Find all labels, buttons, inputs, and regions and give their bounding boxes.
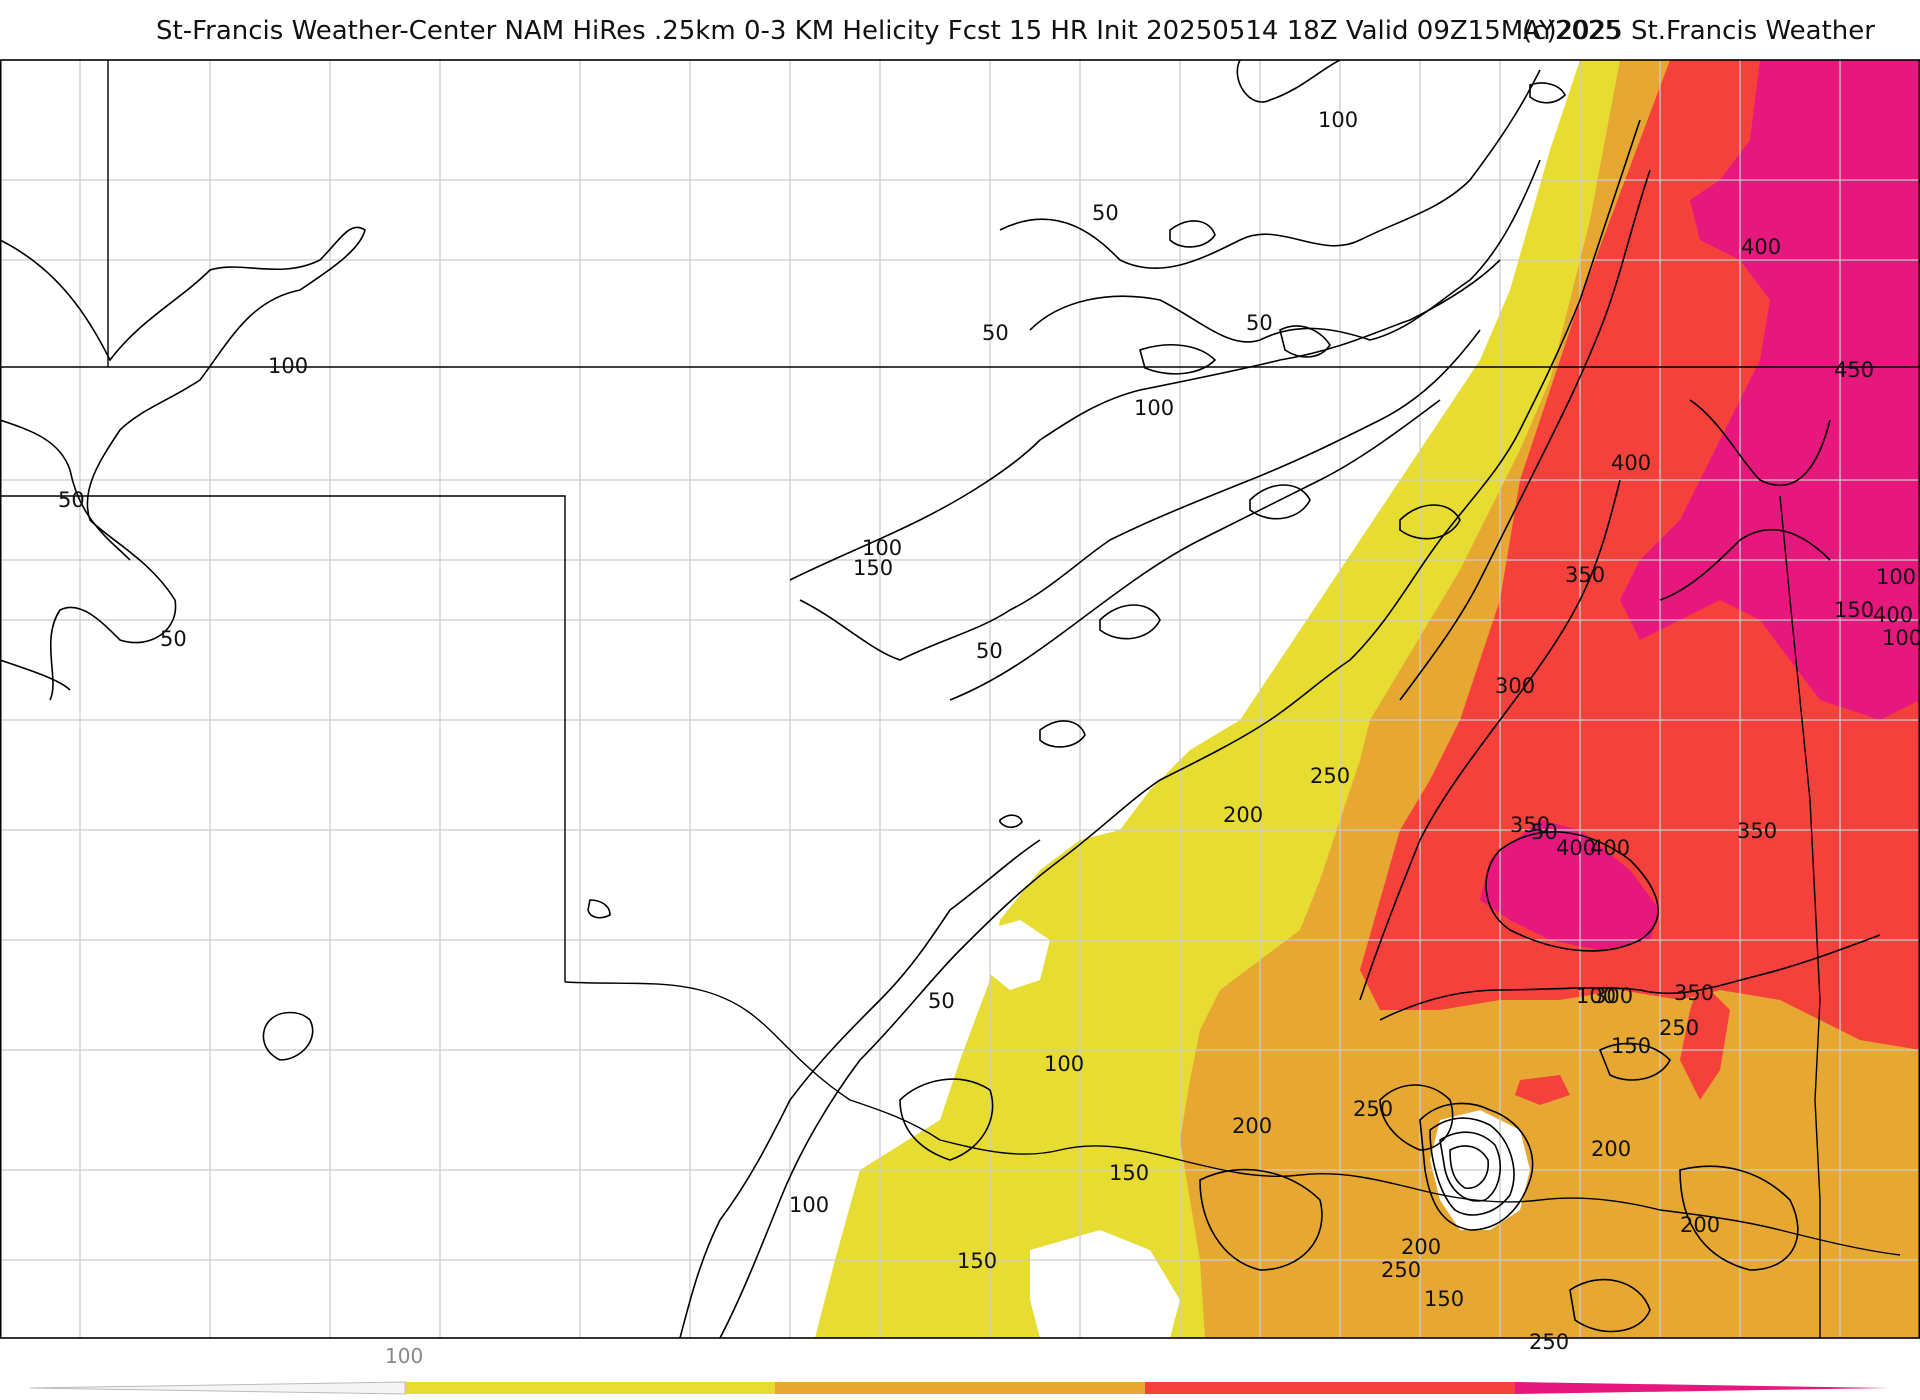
county-lines — [0, 60, 1920, 1338]
fill-low-south-wedge — [985, 920, 1050, 990]
contour-label: 250 — [1381, 1258, 1421, 1282]
contour-label: 100 — [1318, 108, 1358, 132]
contour-label: 450 — [1834, 358, 1874, 382]
contour-label: 50 — [1092, 201, 1119, 225]
contour-label: 300 — [1593, 984, 1633, 1008]
fill-400-plus-south — [1480, 820, 1660, 950]
contour-label: 100 — [1576, 984, 1616, 1008]
state-borders — [0, 60, 1920, 1338]
contour-label: 350 — [1737, 819, 1777, 843]
map-title: St-Francis Weather-Center NAM HiRes .25k… — [156, 16, 1622, 46]
contour-label: 100 — [789, 1193, 829, 1217]
contour-label: 100 — [268, 354, 308, 378]
contour-label: 150 — [1109, 1161, 1149, 1185]
fill-300-400-spot — [1515, 1075, 1570, 1105]
contour-label: 250 — [1529, 1330, 1569, 1354]
contour-label: 50 — [928, 989, 955, 1013]
colorbar-tick-label: 100 — [385, 1344, 423, 1368]
contour-label: 50 — [976, 639, 1003, 663]
contour-label: 200 — [1591, 1137, 1631, 1161]
contour-label: 400 — [1741, 235, 1781, 259]
fill-400-plus-north — [1620, 60, 1920, 720]
contour-label: 300 — [1495, 674, 1535, 698]
map-frame — [0, 59, 1920, 1339]
colorbar: 100 — [29, 1344, 1890, 1395]
colorbar-right-taper — [1515, 1382, 1890, 1394]
copyright-text: (c)2025 St.Francis Weather — [1522, 16, 1875, 46]
map-layers — [0, 60, 1920, 1338]
contour-label: 150 — [1424, 1287, 1464, 1311]
colorbar-band-300-400 — [1145, 1382, 1515, 1394]
contour-label: 50 — [160, 627, 187, 651]
fill-low-west — [1030, 1230, 1180, 1338]
contour-label: 50 — [58, 488, 85, 512]
contour-label: 50 — [1531, 820, 1558, 844]
contour-label: 350 — [1510, 813, 1550, 837]
contour-label: 250 — [1659, 1016, 1699, 1040]
contour-labels: 1005050100501005050100150400450100150100… — [58, 108, 1920, 1354]
contour-label: 400 — [1556, 836, 1596, 860]
contour-label: 50 — [1246, 311, 1273, 335]
contour-label: 200 — [1232, 1114, 1272, 1138]
contour-label: 200 — [1401, 1235, 1441, 1259]
contour-label: 350 — [1565, 563, 1605, 587]
contour-label: 100 — [1044, 1052, 1084, 1076]
contour-label: 150 — [1834, 598, 1874, 622]
contour-label: 100 — [1134, 396, 1174, 420]
contour-label: 100 — [1876, 565, 1916, 589]
contour-label: 150 — [957, 1249, 997, 1273]
fill-300-400-tongue — [1680, 980, 1730, 1100]
contour-label: 400 — [1611, 451, 1651, 475]
colorbar-band-150-200 — [405, 1382, 775, 1394]
contour-label: 350 — [1674, 981, 1714, 1005]
contour-label: 200 — [1223, 803, 1263, 827]
contour-label: 100 — [1882, 626, 1920, 650]
colorbar-left-taper — [29, 1381, 406, 1395]
helicity-contours — [0, 60, 1881, 1338]
colorbar-band-200-300 — [775, 1382, 1145, 1394]
contour-label: 400 — [1590, 836, 1630, 860]
contour-label: 150 — [1611, 1034, 1651, 1058]
contour-label: 400 — [1873, 603, 1913, 627]
contour-label: 50 — [982, 321, 1009, 345]
contour-label: 200 — [1680, 1213, 1720, 1237]
contour-label: 250 — [1310, 764, 1350, 788]
contour-label: 150 — [853, 556, 893, 580]
contour-label: 100 — [862, 536, 902, 560]
map-title-bar: St-Francis Weather-Center NAM HiRes .25k… — [0, 14, 1920, 54]
contour-label: 250 — [1353, 1097, 1393, 1121]
